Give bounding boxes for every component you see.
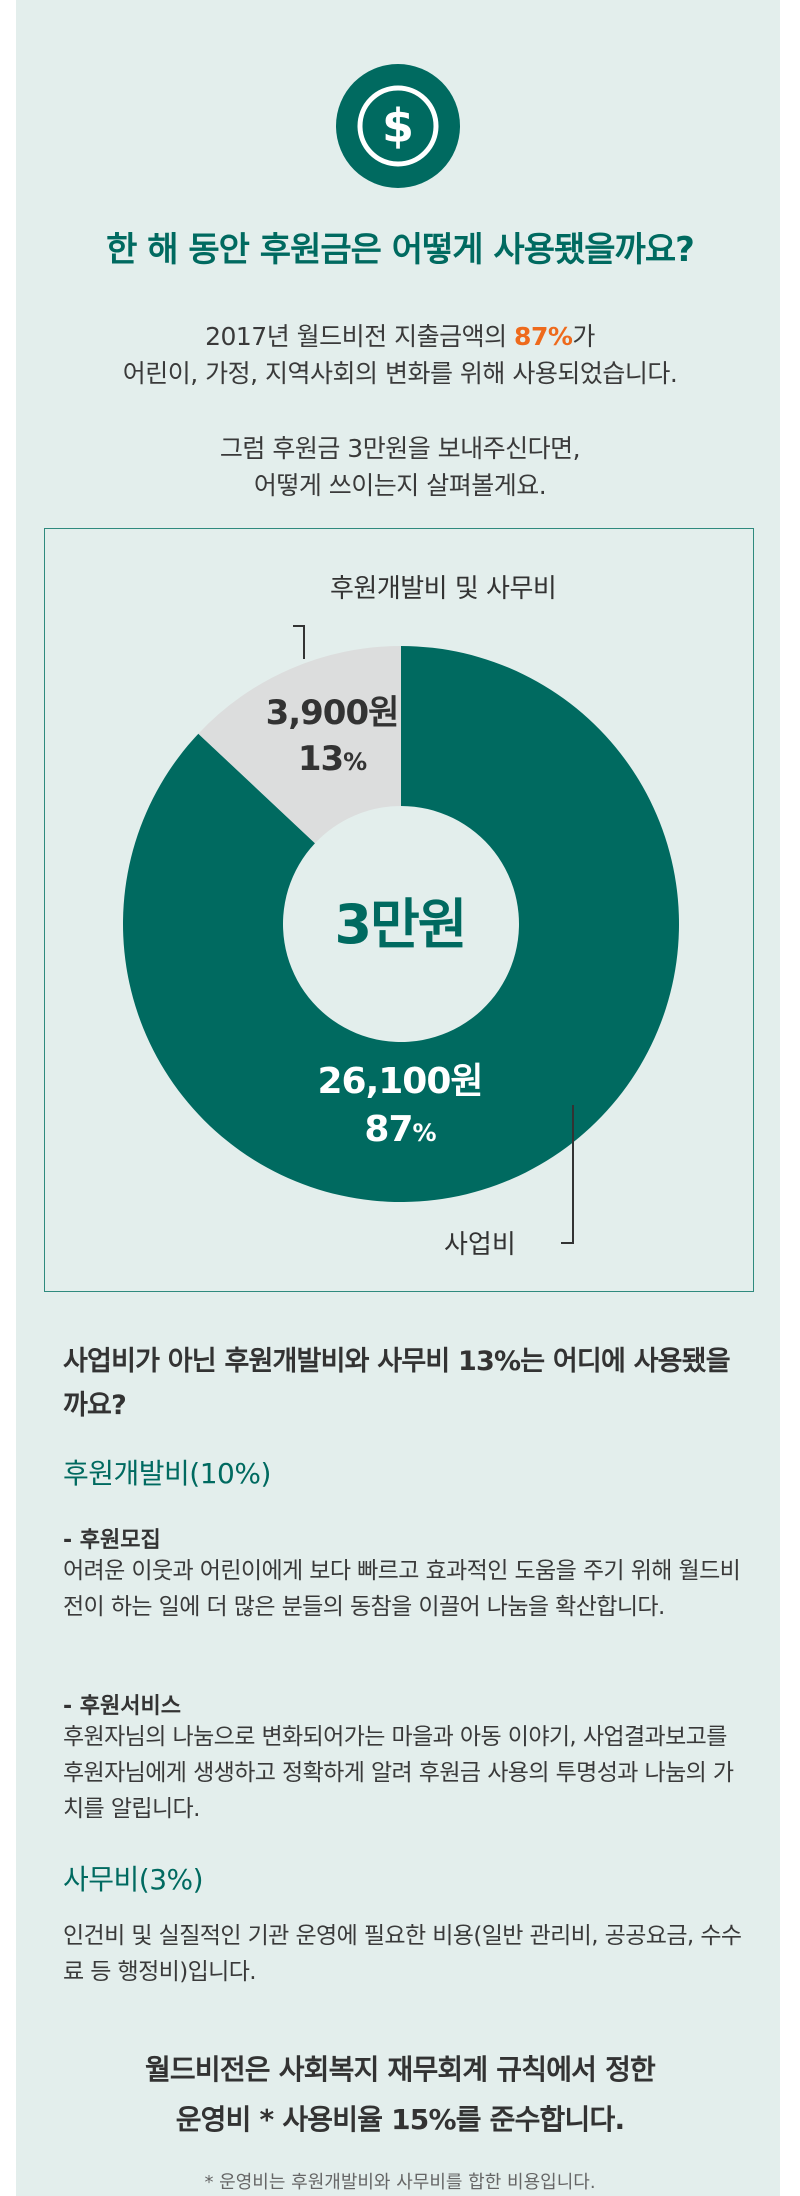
svg-text:$: $ xyxy=(382,99,414,153)
page-title: 한 해 동안 후원금은 어떻게 사용됐을까요? xyxy=(106,230,695,270)
recruit-body: 어려운 이웃과 어린이에게 보다 빠르고 효과적인 도움을 주기 위해 월드비전… xyxy=(63,1558,741,1620)
leader-line-bottom xyxy=(561,1105,574,1244)
slice-small-amount: 3,900원 xyxy=(265,693,400,733)
intro-line-3: 그럼 후원금 3만원을 보내주신다면, xyxy=(219,434,581,463)
service-body: 후원자님의 나눔으로 변화되어가는 마을과 아동 이야기, 사업결과보고를 후원… xyxy=(63,1724,734,1822)
slice-big-data-label: 26,100원 87% xyxy=(260,1058,540,1157)
slice-small-data-label: 3,900원 13% xyxy=(232,690,432,785)
legend-label-business: 사업비 xyxy=(444,1230,516,1260)
slice-small-percent: 13% xyxy=(297,739,367,779)
footer-line-2: 운영비 * 사용비율 15%를 준수합니다. xyxy=(175,2103,625,2136)
service-heading: - 후원서비스 xyxy=(63,1694,181,1719)
footer-note: * 운영비는 후원개발비와 사무비를 합한 비용입니다. xyxy=(204,2172,596,2193)
intro-line-4: 어떻게 쓰이는지 살펴볼게요. xyxy=(253,471,547,500)
intro-highlight-percent: 87% xyxy=(514,322,573,351)
intro-line-1: 2017년 월드비전 지출금액의 87%가 xyxy=(205,322,595,351)
slice-big-percent: 87% xyxy=(364,1109,436,1150)
intro-line-2: 어린이, 가정, 지역사회의 변화를 위해 사용되었습니다. xyxy=(122,359,678,388)
office-body: 인건비 및 실질적인 기관 운영에 필요한 비용(일반 관리비, 공공요금, 수… xyxy=(63,1923,742,1985)
footer-line-1: 월드비전은 사회복지 재무회계 규칙에서 정한 xyxy=(144,2053,656,2086)
question-heading: 사업비가 아닌 후원개발비와 사무비 13%는 어디에 사용됐을까요? xyxy=(63,1346,731,1421)
recruit-heading: - 후원모집 xyxy=(63,1528,161,1553)
office-cost-heading: 사무비(3%) xyxy=(63,1863,204,1896)
dev-cost-heading: 후원개발비(10%) xyxy=(63,1457,271,1490)
leader-line-top xyxy=(293,625,305,659)
slice-dev-office xyxy=(198,646,401,844)
donut-chart xyxy=(122,625,680,1244)
donut-chart-box xyxy=(44,528,754,1292)
donut-center-label: 3만원 xyxy=(334,893,468,956)
legend-label-dev-office: 후원개발비 및 사무비 xyxy=(330,574,557,604)
dollar-coin-icon: $ xyxy=(336,64,460,188)
slice-business xyxy=(122,646,680,1202)
slice-big-amount: 26,100원 xyxy=(317,1061,483,1102)
